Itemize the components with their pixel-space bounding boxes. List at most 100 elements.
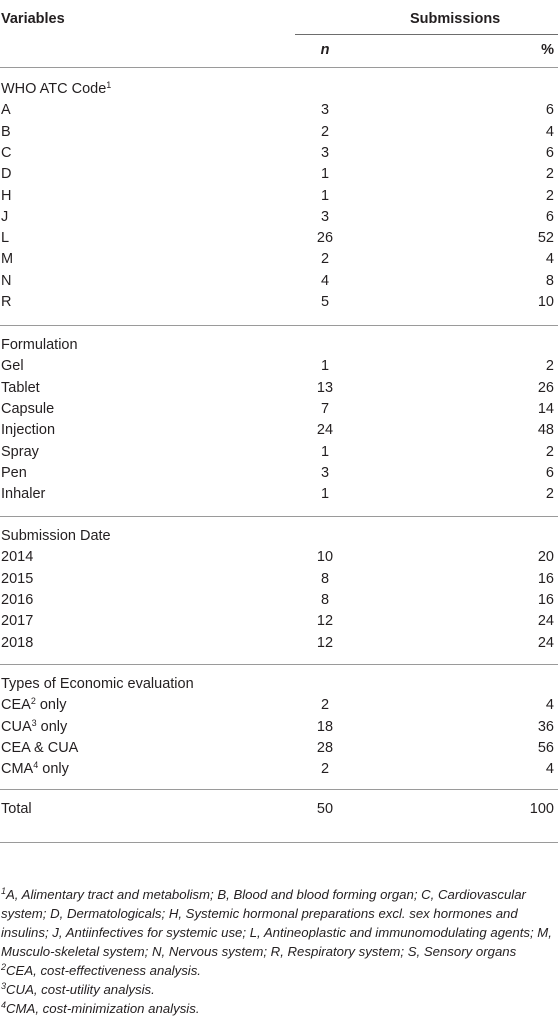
row-n: 8 — [320, 591, 330, 608]
row-label: Capsule — [1, 400, 55, 417]
table-row: Inhaler 1 2 — [0, 483, 558, 505]
row-n: 24 — [316, 422, 334, 439]
row-n: 3 — [320, 208, 330, 225]
row-label: 2014 — [1, 549, 34, 566]
row-n: 2 — [320, 123, 330, 140]
row-pct: 4 — [545, 251, 554, 268]
row-pct: 6 — [545, 102, 554, 119]
row-label: CMA4 only — [1, 760, 69, 778]
row-label: CEA2 only — [1, 696, 67, 714]
section-title: WHO ATC Code1 — [0, 78, 558, 100]
row-n: 13 — [316, 379, 334, 396]
table-row: B 2 4 — [0, 121, 558, 143]
row-label: Pen — [1, 464, 27, 481]
section-title-text: WHO ATC Code1 — [1, 80, 112, 98]
total-label: Total — [1, 801, 32, 817]
total-n: 50 — [316, 801, 334, 817]
row-label: H — [1, 187, 12, 204]
row-label: 2018 — [1, 634, 34, 651]
row-n: 1 — [320, 443, 330, 460]
table-row: 2014 10 20 — [0, 546, 558, 568]
row-n: 1 — [320, 486, 330, 503]
total-pct: 100 — [529, 801, 554, 817]
section-title: Formulation — [0, 334, 558, 356]
row-label: R — [1, 294, 12, 310]
table-row: D 1 2 — [0, 163, 558, 185]
row-n: 3 — [320, 464, 330, 481]
row-n: 1 — [320, 166, 330, 183]
footnote: 2CEA, cost-effectiveness analysis. — [1, 962, 201, 979]
row-n: 2 — [320, 761, 330, 778]
row-pct: 6 — [545, 144, 554, 161]
row-label: J — [1, 208, 9, 225]
row-n: 7 — [320, 400, 330, 417]
section-title-text: Types of Economic evaluation — [1, 676, 194, 692]
table-row: L 26 52 — [0, 227, 558, 249]
row-pct: 52 — [537, 230, 554, 247]
table-row: C 3 6 — [0, 142, 558, 164]
row-pct: 24 — [537, 613, 554, 630]
row-n: 26 — [316, 230, 334, 247]
table-row: Spray 1 2 — [0, 441, 558, 463]
row-pct: 14 — [537, 400, 554, 417]
row-label: Tablet — [1, 379, 40, 396]
section-title: Submission Date — [0, 525, 558, 547]
footnote: 1A, Alimentary tract and metabolism; B, … — [1, 886, 552, 960]
row-n: 1 — [320, 187, 330, 204]
header-divider — [0, 67, 558, 68]
row-n: 18 — [316, 718, 334, 735]
row-pct: 16 — [537, 591, 554, 608]
table-row: CMA4 only 2 4 — [0, 758, 558, 780]
row-n: 5 — [320, 294, 330, 310]
row-label: Gel — [1, 358, 24, 375]
row-label: D — [1, 166, 12, 183]
row-pct: 20 — [537, 549, 554, 566]
row-n: 4 — [320, 272, 330, 289]
table-row: N 4 8 — [0, 270, 558, 292]
table-row: 2016 8 16 — [0, 589, 558, 611]
table-row: CEA2 only 2 4 — [0, 694, 558, 716]
row-label: 2017 — [1, 613, 34, 630]
section-title-text: Submission Date — [1, 528, 111, 544]
table-row: J 3 6 — [0, 206, 558, 228]
table-row: CEA & CUA 28 56 — [0, 737, 558, 759]
row-label: Spray — [1, 443, 39, 460]
table-row: A 3 6 — [0, 99, 558, 121]
table-row: 2015 8 16 — [0, 568, 558, 590]
row-pct: 6 — [545, 208, 554, 225]
table-row: Pen 3 6 — [0, 462, 558, 484]
row-pct: 4 — [545, 761, 554, 778]
row-pct: 48 — [537, 422, 554, 439]
table-row: M 2 4 — [0, 248, 558, 270]
table-bottom-rule — [0, 842, 558, 843]
footnote: 3CUA, cost-utility analysis. — [1, 981, 155, 998]
row-n: 28 — [316, 739, 334, 756]
row-n: 2 — [320, 697, 330, 714]
row-label: 2015 — [1, 570, 34, 587]
table-row: 2018 12 24 — [0, 632, 558, 654]
total-row: Total 50 100 — [0, 798, 558, 820]
section-divider — [0, 516, 558, 517]
row-n: 10 — [316, 549, 334, 566]
subheader-row: n % — [0, 39, 558, 61]
table-row: H 1 2 — [0, 185, 558, 207]
section-title-text: Formulation — [1, 337, 78, 353]
section-divider — [0, 789, 558, 790]
row-pct: 2 — [545, 358, 554, 375]
table-row: Gel 1 2 — [0, 355, 558, 377]
row-pct: 2 — [545, 166, 554, 183]
row-label: CEA & CUA — [1, 739, 79, 756]
header-pct: % — [541, 42, 554, 58]
row-pct: 56 — [537, 739, 554, 756]
row-pct: 6 — [545, 464, 554, 481]
row-pct: 2 — [545, 187, 554, 204]
row-pct: 10 — [537, 294, 554, 310]
row-label: M — [1, 251, 14, 268]
row-label: C — [1, 144, 12, 161]
row-pct: 8 — [545, 272, 554, 289]
header-row: Variables Submissions — [0, 8, 558, 30]
row-label: 2016 — [1, 591, 34, 608]
row-n: 12 — [316, 613, 334, 630]
section-title: Types of Economic evaluation — [0, 673, 558, 695]
